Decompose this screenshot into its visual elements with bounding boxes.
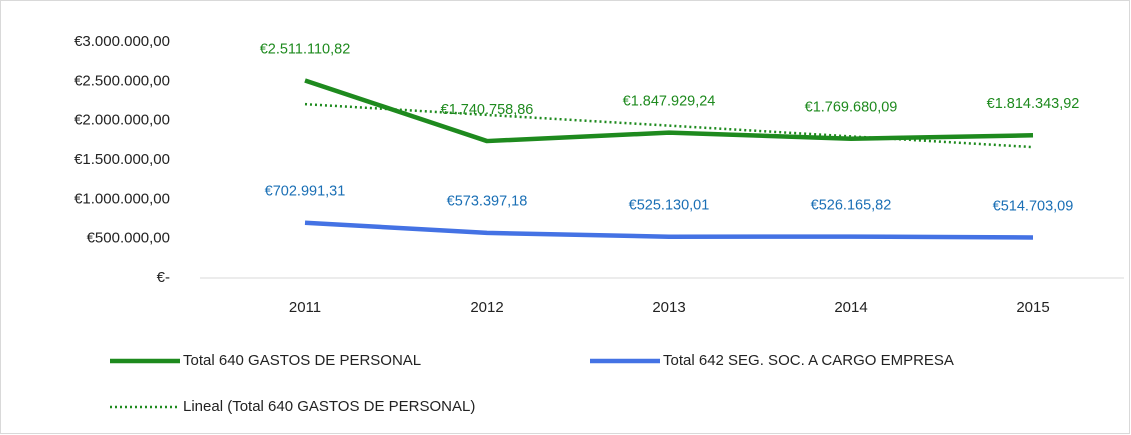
data-label: €514.703,09 (993, 198, 1074, 214)
data-label: €1.814.343,92 (987, 96, 1080, 112)
y-tick-label: €1.500.000,00 (74, 151, 170, 168)
data-label: €525.130,01 (629, 198, 710, 214)
trend-line (304, 102, 1034, 149)
data-label: €526.165,82 (811, 197, 892, 213)
x-tick-label: 2012 (470, 299, 503, 316)
legend-label: Total 642 SEG. SOC. A CARGO EMPRESA (663, 352, 954, 369)
x-tick-label: 2015 (1016, 299, 1049, 316)
data-label: €573.397,18 (447, 194, 528, 210)
data-label: €1.740.758,86 (441, 102, 534, 118)
x-tick-label: 2011 (289, 299, 321, 316)
data-label: €1.769.680,09 (805, 100, 898, 116)
x-tick-label: 2014 (834, 299, 867, 316)
y-tick-label: €2.000.000,00 (74, 112, 170, 129)
y-tick-label: €- (157, 269, 170, 286)
y-tick-label: €1.000.000,00 (74, 190, 170, 207)
legend-label: Lineal (Total 640 GASTOS DE PERSONAL) (183, 398, 475, 415)
data-label: €1.847.929,24 (623, 93, 716, 109)
data-label: €702.991,31 (265, 184, 346, 200)
data-label: €2.511.110,82 (260, 41, 351, 57)
x-tick-label: 2013 (652, 299, 685, 316)
y-tick-label: €2.500.000,00 (74, 72, 170, 89)
series-line (304, 220, 1034, 240)
legend-label: Total 640 GASTOS DE PERSONAL (183, 352, 421, 369)
y-tick-label: €3.000.000,00 (74, 33, 170, 50)
y-tick-label: €500.000,00 (87, 230, 170, 247)
series-line (304, 78, 1034, 144)
